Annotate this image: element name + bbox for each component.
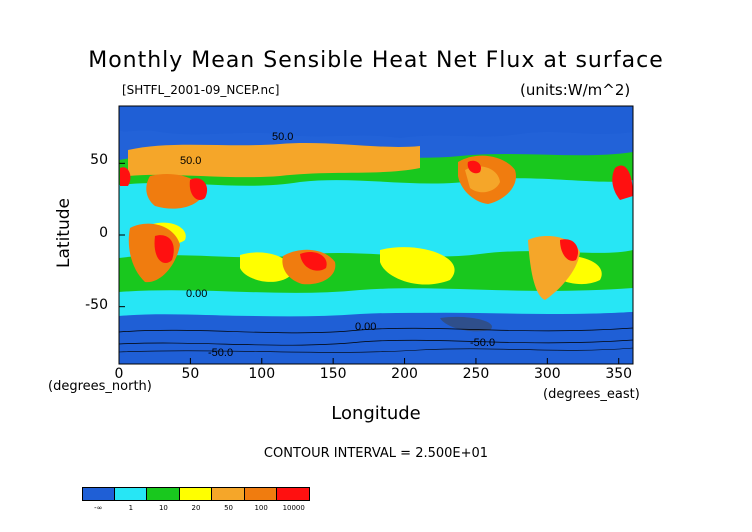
- heatmap-field: [119, 106, 633, 364]
- contour-label: -50.0: [470, 337, 495, 349]
- y-axis-units: (degrees_north): [48, 379, 152, 394]
- colorbar-label: 10: [158, 504, 168, 512]
- colorbar-swatch: [244, 487, 278, 501]
- y-axis-label: Latitude: [54, 198, 74, 268]
- contour-label: 50.0: [180, 155, 201, 167]
- y-tick-label: 50: [90, 152, 108, 168]
- colorbar-swatch: [114, 487, 148, 501]
- colorbar-label: 10000: [282, 504, 305, 512]
- units-label: (units:W/m^2): [520, 81, 631, 99]
- colorbar-label: 20: [191, 504, 201, 512]
- x-tick-label: 350: [605, 366, 633, 382]
- x-axis-label: Longitude: [331, 403, 421, 424]
- contour-label: 0.00: [186, 288, 207, 300]
- colorbar-swatch: [179, 487, 213, 501]
- x-tick-label: 0: [114, 366, 124, 382]
- x-tick-label: 200: [391, 366, 418, 382]
- x-tick-label: 250: [462, 366, 490, 382]
- chart-title: Monthly Mean Sensible Heat Net Flux at s…: [88, 48, 664, 73]
- colorbar-label: 100: [254, 504, 268, 512]
- colorbar-label: 50: [224, 504, 234, 512]
- chart-subtitle: [SHTFL_2001-09_NCEP.nc]: [122, 83, 280, 97]
- x-tick-label: 300: [533, 366, 561, 382]
- colorbar-swatch: [147, 487, 180, 501]
- y-tick-label: -50: [85, 297, 108, 313]
- colorbar-swatch: [212, 487, 245, 501]
- x-tick-label: 100: [248, 366, 276, 382]
- contour-label: 0.00: [355, 321, 376, 333]
- colorbar-label: -∞: [94, 504, 103, 512]
- x-tick-label: 50: [181, 366, 200, 382]
- contour-label: -50.0: [208, 347, 233, 359]
- y-tick-label: 0: [99, 225, 108, 241]
- x-tick-label: 150: [319, 366, 347, 382]
- colorbar-swatch: [277, 487, 310, 501]
- colorbar-label: 1: [128, 504, 134, 512]
- x-axis-units: (degrees_east): [543, 387, 640, 402]
- contour-label: 50.0: [272, 131, 293, 143]
- contour-interval: CONTOUR INTERVAL = 2.500E+01: [263, 446, 489, 461]
- colorbar-swatch: [82, 487, 115, 501]
